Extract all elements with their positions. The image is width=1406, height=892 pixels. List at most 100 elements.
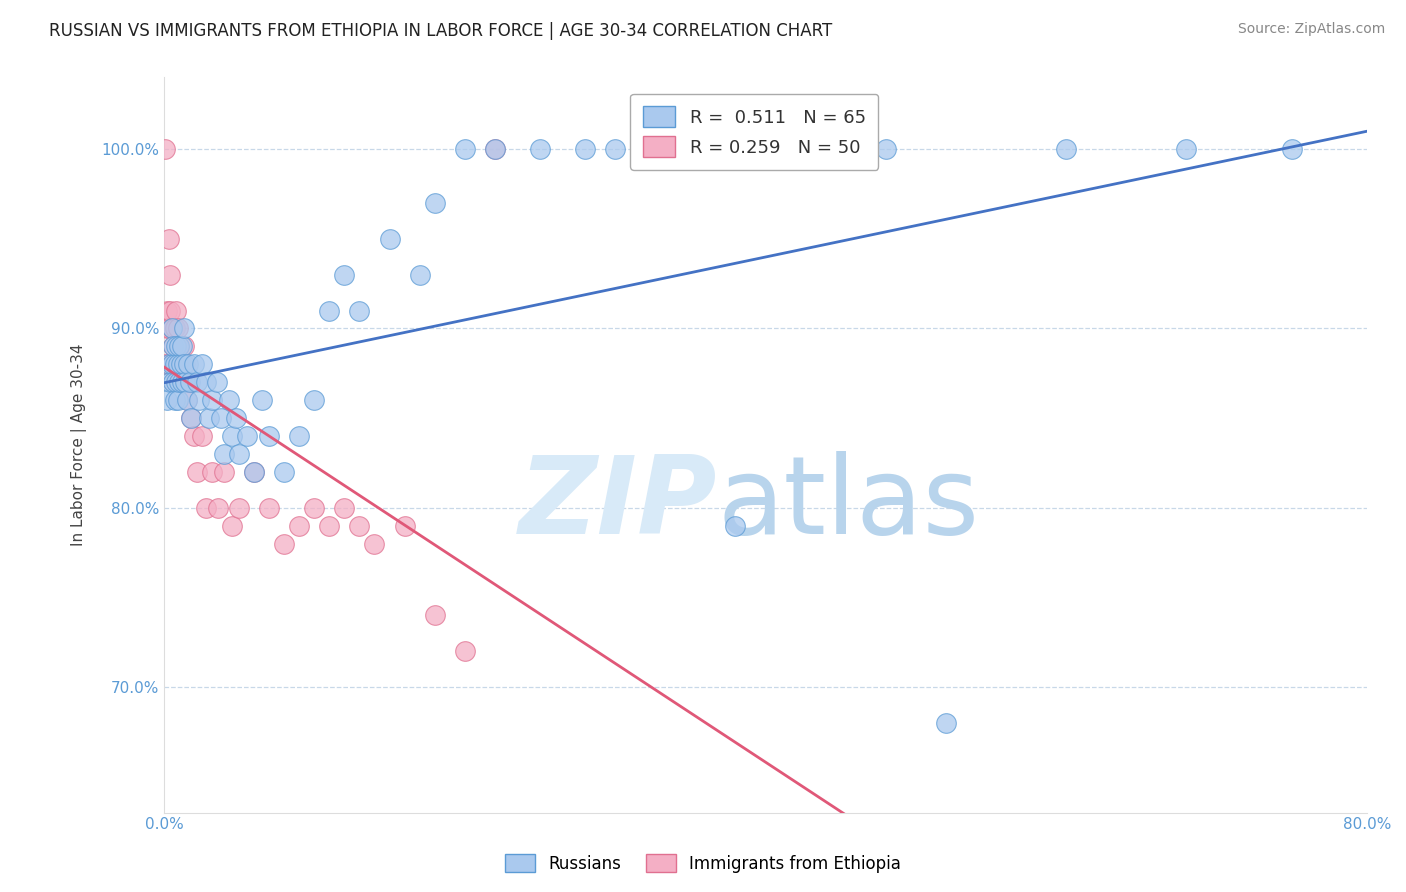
Point bbox=[166, 357, 188, 371]
Point bbox=[333, 500, 356, 515]
Point bbox=[177, 357, 200, 371]
Point bbox=[195, 500, 218, 515]
Point bbox=[207, 500, 229, 515]
Point bbox=[212, 465, 235, 479]
Point bbox=[167, 376, 190, 390]
Point bbox=[318, 303, 340, 318]
Point bbox=[157, 357, 180, 371]
Point bbox=[250, 393, 273, 408]
Point bbox=[155, 357, 177, 371]
Point bbox=[394, 518, 416, 533]
Point bbox=[162, 376, 184, 390]
Point bbox=[183, 429, 205, 443]
Point bbox=[156, 321, 179, 335]
Point bbox=[257, 429, 280, 443]
Point bbox=[167, 376, 190, 390]
Point bbox=[186, 465, 208, 479]
Point bbox=[221, 518, 243, 533]
Point bbox=[333, 268, 356, 282]
Point bbox=[408, 268, 430, 282]
Point bbox=[165, 339, 187, 353]
Point bbox=[170, 376, 193, 390]
Point bbox=[170, 339, 193, 353]
Point bbox=[179, 376, 201, 390]
Point bbox=[159, 376, 181, 390]
Point bbox=[190, 357, 212, 371]
Point bbox=[221, 429, 243, 443]
Point bbox=[180, 411, 202, 425]
Point bbox=[162, 339, 184, 353]
Point bbox=[173, 321, 195, 335]
Point bbox=[454, 142, 477, 156]
Point bbox=[225, 411, 247, 425]
Point bbox=[166, 393, 188, 408]
Point bbox=[423, 608, 446, 623]
Point bbox=[288, 429, 311, 443]
Point bbox=[162, 376, 184, 390]
Text: ZIP: ZIP bbox=[519, 450, 717, 557]
Point bbox=[243, 465, 266, 479]
Point bbox=[205, 376, 228, 390]
Point bbox=[169, 357, 191, 371]
Point bbox=[724, 518, 747, 533]
Point bbox=[304, 393, 326, 408]
Point bbox=[183, 357, 205, 371]
Point bbox=[163, 357, 186, 371]
Point bbox=[166, 321, 188, 335]
Point bbox=[160, 321, 183, 335]
Point bbox=[603, 142, 626, 156]
Point bbox=[160, 357, 183, 371]
Point bbox=[160, 321, 183, 335]
Point bbox=[318, 518, 340, 533]
Point bbox=[875, 142, 897, 156]
Point bbox=[935, 715, 957, 730]
Point bbox=[201, 465, 224, 479]
Point bbox=[177, 376, 200, 390]
Point bbox=[165, 303, 187, 318]
Point bbox=[170, 376, 193, 390]
Point bbox=[209, 411, 232, 425]
Point bbox=[454, 644, 477, 658]
Point bbox=[167, 339, 190, 353]
Point bbox=[349, 518, 371, 533]
Point bbox=[173, 339, 195, 353]
Point bbox=[201, 393, 224, 408]
Point bbox=[174, 357, 197, 371]
Point bbox=[157, 232, 180, 246]
Point bbox=[198, 411, 221, 425]
Point bbox=[157, 321, 180, 335]
Point bbox=[378, 232, 401, 246]
Point bbox=[174, 376, 197, 390]
Point bbox=[163, 357, 186, 371]
Point bbox=[195, 376, 218, 390]
Point bbox=[159, 268, 181, 282]
Point bbox=[156, 393, 179, 408]
Point bbox=[529, 142, 551, 156]
Point bbox=[173, 357, 195, 371]
Point bbox=[187, 393, 209, 408]
Point bbox=[423, 196, 446, 211]
Point bbox=[1175, 142, 1198, 156]
Point bbox=[679, 142, 702, 156]
Point bbox=[190, 429, 212, 443]
Point bbox=[273, 465, 295, 479]
Point bbox=[165, 376, 187, 390]
Point bbox=[349, 303, 371, 318]
Point bbox=[156, 303, 179, 318]
Point bbox=[186, 376, 208, 390]
Point bbox=[484, 142, 506, 156]
Legend: Russians, Immigrants from Ethiopia: Russians, Immigrants from Ethiopia bbox=[498, 847, 908, 880]
Point bbox=[484, 142, 506, 156]
Y-axis label: In Labor Force | Age 30-34: In Labor Force | Age 30-34 bbox=[72, 343, 87, 546]
Point bbox=[235, 429, 257, 443]
Point bbox=[176, 393, 198, 408]
Point bbox=[159, 303, 181, 318]
Text: Source: ZipAtlas.com: Source: ZipAtlas.com bbox=[1237, 22, 1385, 37]
Point bbox=[155, 142, 177, 156]
Point bbox=[169, 357, 191, 371]
Point bbox=[166, 357, 188, 371]
Text: atlas: atlas bbox=[717, 450, 980, 557]
Point bbox=[160, 357, 183, 371]
Point bbox=[574, 142, 596, 156]
Point bbox=[157, 357, 180, 371]
